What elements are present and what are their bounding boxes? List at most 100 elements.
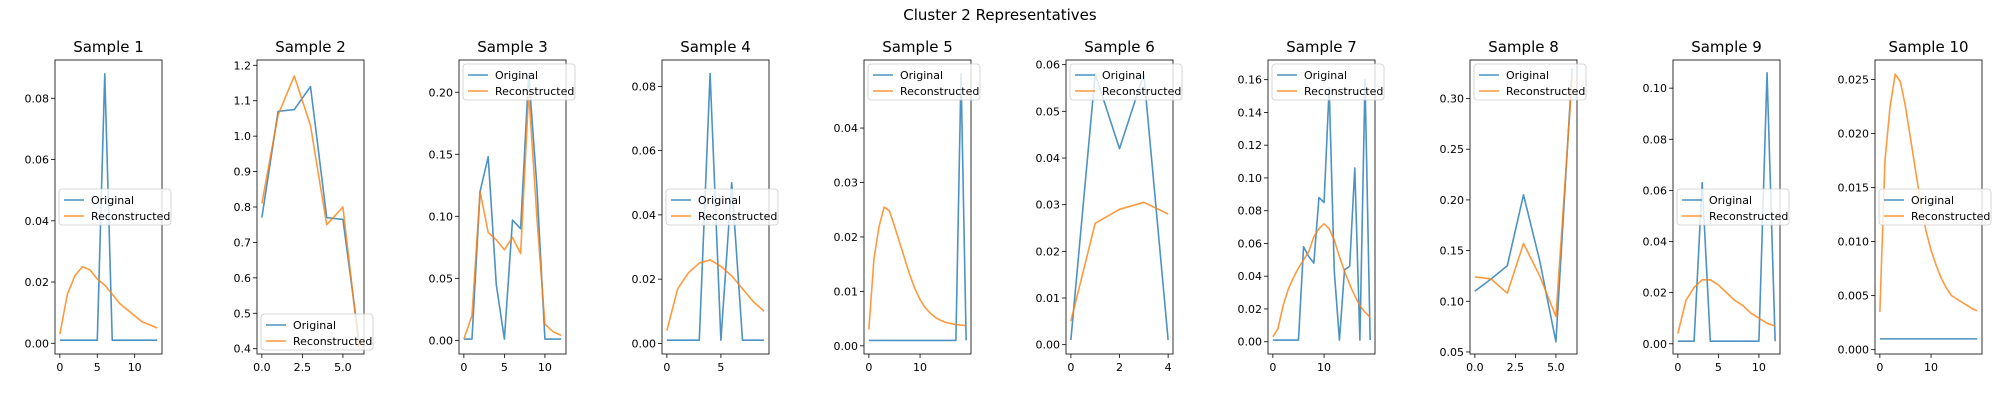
series-line-reconstructed: [1474, 78, 1573, 318]
y-tick-label: 0.04: [1238, 270, 1263, 283]
subplot-title: Sample 6: [1084, 38, 1155, 56]
y-tick-label: 0.00: [1643, 338, 1668, 351]
y-tick-label: 1.1: [234, 95, 252, 108]
y-tick-label: 0.7: [234, 236, 252, 249]
y-tick-label: 0.14: [1238, 106, 1263, 119]
legend: Original Reconstructed: [462, 63, 576, 101]
legend-label-reconstructed: Reconstructed: [293, 335, 372, 348]
y-tick-label: 0.08: [632, 80, 657, 93]
x-tick-label: 2.5: [294, 361, 312, 374]
x-tick-label: 10: [128, 361, 142, 374]
subplot-4: Sample 4 0 5 0.00 0.02 0.04 0.06 0.08 Original Re…: [632, 38, 779, 374]
series-line-original: [1677, 71, 1776, 343]
y-tick-label: 0.02: [1036, 245, 1061, 258]
y-tick-label: 0.20: [429, 86, 454, 99]
y-tick-label: 0.03: [1036, 199, 1061, 212]
y-tick-label: 0.30: [1440, 93, 1465, 106]
x-tick-label: 0: [1067, 361, 1074, 374]
x-tick-label: 5: [94, 361, 101, 374]
y-tick-label: 0.25: [1440, 143, 1465, 156]
y-tick-label: 0.6: [234, 272, 252, 285]
legend-label-original: Original: [1102, 69, 1145, 82]
legend-label-reconstructed: Reconstructed: [900, 85, 979, 98]
legend-frame: [1676, 188, 1790, 226]
y-tick-label: 0.08: [1643, 133, 1668, 146]
subplot-2: Sample 2 0.0 2.5 5.0 0.4 0.5 0.6 0.7 0.8 0.9 1.0 1.…: [234, 38, 374, 374]
y-tick-label: 0.04: [1036, 152, 1061, 165]
x-tick-label: 0.0: [253, 361, 271, 374]
y-tick-label: 0.05: [1036, 105, 1061, 118]
x-tick-label: 4: [1165, 361, 1172, 374]
y-tick-label: 0.16: [1238, 74, 1263, 87]
y-tick-label: 0.02: [632, 273, 657, 286]
y-tick-label: 0.5: [234, 307, 252, 320]
series-line-reconstructed: [1272, 222, 1371, 338]
subplot-1: Sample 1 0 5 10 0.00 0.02 0.04 0.06 0.08 Original…: [25, 38, 172, 374]
subplot-title: Sample 5: [882, 38, 953, 56]
y-tick-label: 0.06: [1036, 59, 1061, 72]
x-tick-label: 10: [538, 361, 552, 374]
subplot-3: Sample 3 0 5 10 0.00 0.05 0.10 0.15 0.20 Original…: [429, 38, 576, 374]
x-tick-label: 0: [56, 361, 63, 374]
y-tick-label: 0.06: [1643, 184, 1668, 197]
y-tick-label: 0.02: [25, 276, 50, 289]
series-line-reconstructed: [1879, 73, 1978, 312]
subplot-title: Sample 2: [275, 38, 346, 56]
legend-label-original: Original: [698, 194, 741, 207]
axes-frame: [1065, 59, 1174, 355]
axes-frame: [863, 59, 972, 355]
y-tick-label: 0.06: [25, 154, 50, 167]
legend-label-original: Original: [1304, 69, 1347, 82]
y-tick-label: 0.01: [834, 285, 859, 298]
subplot-9: Sample 9 0 5 10 0.00 0.02 0.04 0.06 0.08 0.10 Orig…: [1643, 38, 1790, 374]
y-tick-label: 0.03: [834, 177, 859, 190]
x-tick-label: 5: [501, 361, 508, 374]
subplot-5: Sample 5 0 10 0.00 0.01 0.02 0.03 0.04 Original R…: [834, 38, 981, 374]
legend-frame: [260, 313, 374, 351]
y-tick-label: 0.04: [25, 215, 50, 228]
legend-frame: [1271, 63, 1385, 101]
subplot-grid: Sample 10 5 100.000.020.040.060.08Original…: [25, 38, 1992, 374]
x-tick-label: 5.0: [334, 361, 352, 374]
y-tick-label: 0.02: [1238, 303, 1263, 316]
y-tick-label: 0.01: [1036, 292, 1061, 305]
y-tick-label: 0.10: [1643, 82, 1668, 95]
y-tick-label: 0.04: [1643, 236, 1668, 249]
subplot-title: Sample 8: [1488, 38, 1559, 56]
legend-frame: [462, 63, 576, 101]
legend-frame: [1878, 188, 1992, 226]
y-tick-label: 0.10: [1238, 172, 1263, 185]
x-tick-label: 10: [913, 361, 927, 374]
y-tick-label: 0.04: [632, 209, 657, 222]
legend-frame: [1473, 63, 1587, 101]
legend-label-reconstructed: Reconstructed: [1102, 85, 1181, 98]
y-tick-label: 0.10: [429, 210, 454, 223]
y-tick-label: 1.2: [234, 59, 252, 72]
legend-label-reconstructed: Reconstructed: [1709, 210, 1788, 223]
y-tick-label: 0.06: [632, 145, 657, 158]
legend-frame: [1069, 63, 1183, 101]
y-tick-label: 0.04: [834, 122, 859, 135]
legend: Original Reconstructed: [1271, 63, 1385, 101]
x-tick-label: 10: [1317, 361, 1331, 374]
legend-label-reconstructed: Reconstructed: [495, 85, 574, 98]
legend: Original Reconstructed: [1878, 188, 1992, 226]
series-line-reconstructed: [868, 206, 967, 330]
figure-suptitle: Cluster 2 Representatives: [903, 6, 1097, 24]
series-line-original: [1272, 78, 1371, 341]
subplot-title: Sample 7: [1286, 38, 1357, 56]
y-tick-label: 0.10: [1440, 295, 1465, 308]
y-tick-label: 0.12: [1238, 139, 1263, 152]
series-line-original: [868, 72, 967, 342]
subplot-10: Sample 10 0 10 0.000 0.005 0.010 0.015 0.020 0.0…: [1838, 38, 1992, 374]
y-tick-label: 0.02: [834, 231, 859, 244]
legend-label-original: Original: [900, 69, 943, 82]
legend-label-reconstructed: Reconstructed: [1304, 85, 1383, 98]
legend-label-reconstructed: Reconstructed: [1911, 210, 1990, 223]
x-tick-label: 5: [1715, 361, 1722, 374]
y-tick-label: 0.08: [25, 92, 50, 105]
axes-frame: [458, 59, 567, 355]
y-tick-label: 0.02: [1643, 287, 1668, 300]
legend-label-original: Original: [1709, 194, 1752, 207]
